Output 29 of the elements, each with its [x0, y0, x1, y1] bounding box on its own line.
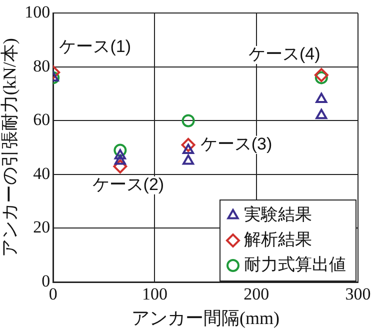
- y-tick-label: 20: [33, 218, 50, 237]
- legend-label: 耐力式算出値: [244, 255, 346, 274]
- point: [316, 92, 328, 103]
- y-tick-label: 40: [33, 164, 50, 183]
- x-axis-title: アンカー間隔(mm): [132, 308, 280, 328]
- y-tick-label: 80: [33, 56, 50, 76]
- legend-label: 解析結果: [244, 230, 312, 250]
- point: [114, 154, 126, 165]
- point: [113, 159, 128, 174]
- point: [314, 71, 328, 84]
- x-tick-label: 200: [244, 284, 270, 304]
- y-tick-label: 100: [24, 2, 50, 22]
- annotation: ケース(3): [200, 134, 272, 154]
- x-tick-label: 300: [345, 284, 371, 304]
- point: [182, 114, 195, 128]
- y-tick-label: 0: [42, 271, 50, 290]
- x-tick-label: 100: [142, 284, 168, 304]
- legend-label: 実験結果: [244, 205, 312, 224]
- y-tick-label: 60: [33, 110, 50, 130]
- point: [316, 108, 328, 120]
- y-axis-title: アンカーの引張耐力(kN/本): [0, 38, 20, 258]
- point: [314, 68, 328, 82]
- point: [182, 154, 194, 165]
- point: [181, 138, 196, 152]
- point: [114, 144, 127, 157]
- annotation: ケース(2): [92, 175, 164, 194]
- annotation: ケース(4): [248, 44, 320, 64]
- annotation: ケース(1): [59, 37, 131, 56]
- point: [114, 149, 126, 160]
